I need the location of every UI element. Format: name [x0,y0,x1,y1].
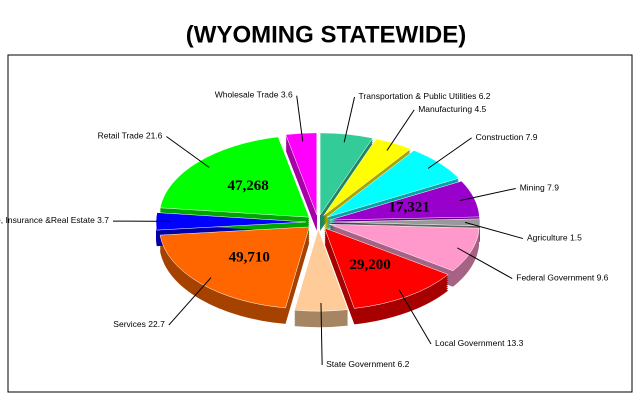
category-value: 22.7 [148,319,165,329]
category-value: 6.2 [479,91,491,101]
slice-value-label: 17,321 [389,200,430,216]
chart-title: (WYOMING STATEWIDE) [186,21,466,48]
slice [160,227,309,308]
category-name: Mining [520,183,545,193]
category-name: Transportation & Public Utilities [359,91,477,101]
slice-label: Services 22.7 [113,319,165,329]
slice-label: Retail Trade 21.6 [98,131,163,141]
category-value: 1.5 [570,233,582,243]
slice-value-label: 29,200 [349,257,390,273]
slice-label: Local Government 13.3 [435,338,524,348]
slice-value-label: 47,268 [227,178,268,194]
slice-label: Mining 7.9 [520,183,560,193]
category-name: Services [113,319,146,329]
slice-label: Finance, Insurance &Real Estate 3.7 [0,215,109,225]
category-name: Manufacturing [418,104,472,114]
category-name: Federal Government [516,273,595,283]
category-name: Local Government [435,338,505,348]
category-value: 13.3 [507,338,524,348]
category-name: Wholesale Trade [215,90,279,100]
slice-label: Transportation & Public Utilities 6.2 [359,91,491,101]
slice-label: Agriculture 1.5 [527,233,582,243]
category-name: Agriculture [527,233,568,243]
leader-line [428,138,471,168]
category-value: 7.9 [547,183,559,193]
slice-label: Federal Government 9.6 [516,273,608,283]
category-value: 3.6 [281,90,293,100]
category-value: 9.6 [597,273,609,283]
leader-line [387,110,414,151]
category-name: Construction [476,132,524,142]
slice-label: Wholesale Trade 3.6 [215,90,293,100]
category-value: 3.7 [97,215,109,225]
category-name: Finance, Insurance &Real Estate [0,215,95,225]
category-value: 7.9 [526,132,538,142]
slice-label: Manufacturing 4.5 [418,104,486,114]
category-value: 4.5 [474,104,486,114]
slice-value-label: 49,710 [229,249,270,265]
slice-label: Construction 7.9 [476,132,538,142]
leader-line [166,137,209,168]
category-name: State Government [326,359,396,369]
category-value: 21.6 [146,131,163,141]
category-value: 6.2 [398,359,410,369]
slice-label: State Government 6.2 [326,359,409,369]
category-name: Retail Trade [98,131,144,141]
